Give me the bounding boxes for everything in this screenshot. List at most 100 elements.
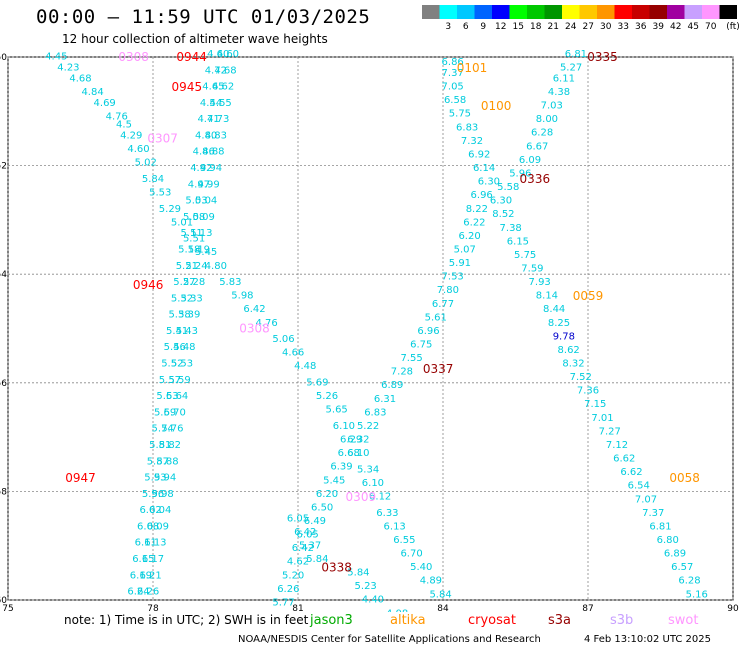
swh-value: 7.93 xyxy=(529,277,551,288)
swh-value: 4.68 xyxy=(214,65,236,76)
swh-value: 5.57 xyxy=(159,375,181,386)
footer-note: note: 1) Time is in UTC; 2) SWH is in fe… xyxy=(64,613,309,627)
swh-value: 6.42 xyxy=(292,543,314,554)
swh-value: 6.12 xyxy=(369,492,391,503)
swh-value: 4.62 xyxy=(287,557,309,568)
swh-value: 4.40 xyxy=(362,595,384,606)
swh-value: 6.67 xyxy=(526,141,548,152)
swh-value: 6.11 xyxy=(135,538,157,549)
x-tick-label: 90 xyxy=(727,604,739,612)
swh-value: 7.05 xyxy=(442,82,464,93)
swh-value: 6.09 xyxy=(519,155,541,166)
swh-value: 7.37 xyxy=(642,508,664,519)
pass-time-label: 0058 xyxy=(669,471,700,485)
swh-value: 7.36 xyxy=(577,386,599,397)
swh-value: 5.45 xyxy=(323,475,345,486)
swh-value: 6.05 xyxy=(287,513,309,524)
swh-value: 5.24 xyxy=(185,261,207,272)
generated-timestamp: 4 Feb 13:10:02 UTC 2025 xyxy=(584,634,711,645)
swh-value: 6.14 xyxy=(473,163,495,174)
legend-swatch xyxy=(702,5,720,19)
swh-value: 4.80 xyxy=(195,130,217,141)
swh-value: 7.53 xyxy=(442,272,464,283)
swh-value: 6.62 xyxy=(620,467,642,478)
swh-value: 5.82 xyxy=(159,440,181,451)
swh-value: 6.49 xyxy=(304,516,326,527)
swh-value: 7.03 xyxy=(541,101,563,112)
swh-value: 4.72 xyxy=(205,65,227,76)
legend-swatch xyxy=(632,5,650,19)
swh-value: 5.84 xyxy=(142,174,164,185)
y-tick-label: -60 xyxy=(0,596,7,606)
swh-value: 6.31 xyxy=(374,394,396,405)
swh-value: 6.96 xyxy=(417,326,439,337)
swh-value: 6.10 xyxy=(347,448,369,459)
swh-value: 5.61 xyxy=(425,312,447,323)
mission-label: swot xyxy=(668,613,699,628)
pass-time-label: 0338 xyxy=(321,560,352,574)
swh-value: 7.01 xyxy=(591,413,613,424)
swh-value: 4.60 xyxy=(207,49,229,60)
swh-value: 4.69 xyxy=(94,98,116,109)
page-subtitle: 12 hour collection of altimeter wave hei… xyxy=(62,32,328,46)
altimeter-track: 6.867.37 7.05 6.58 5.75 6.83 7.32 6.92 6.14 6.30… xyxy=(268,57,501,612)
swh-value: 6.39 xyxy=(330,462,352,473)
swh-value: 4.92 xyxy=(190,163,212,174)
swh-value: 5.21 xyxy=(176,261,198,272)
swh-value: 7.12 xyxy=(606,440,628,451)
swh-value: 5.65 xyxy=(326,405,348,416)
swh-value: 5.27 xyxy=(560,63,582,74)
legend-swatch xyxy=(439,5,457,19)
swh-value: 5.70 xyxy=(164,407,186,418)
swh-value: 4.60 xyxy=(127,144,149,155)
swh-value: 7.59 xyxy=(521,263,543,274)
swh-value: 5.94 xyxy=(154,473,176,484)
swh-value: 6.62 xyxy=(613,454,635,465)
legend-bin-label: 18 xyxy=(530,22,542,32)
legend-bin-label: 6 xyxy=(463,22,469,32)
swh-value: 6.54 xyxy=(628,481,650,492)
swh-value: 5.16 xyxy=(686,589,708,600)
legend-bin-label: 42 xyxy=(670,22,681,32)
legend-swatch xyxy=(579,5,597,19)
legend-swatch xyxy=(422,5,440,19)
swh-value: 6.30 xyxy=(490,196,512,207)
swh-value: 5.83 xyxy=(219,277,241,288)
swh-value: 6.19 xyxy=(130,570,152,581)
swh-value: 7.55 xyxy=(400,353,422,364)
swh-value: 5.76 xyxy=(161,424,183,435)
swh-value: 6.57 xyxy=(671,562,693,573)
swh-value: 6.21 xyxy=(139,570,161,581)
legend-bin-label: 36 xyxy=(635,22,647,32)
swh-value: 6.96 xyxy=(471,190,493,201)
pass-time-label: 0059 xyxy=(573,289,604,303)
swh-value: 5.98 xyxy=(231,291,253,302)
legend-swatch xyxy=(719,5,737,19)
legend-swatch xyxy=(474,5,492,19)
altimeter-track: 6.81 5.276.11 4.38 7.03 8.00 6.28 6.67 6.09 5.96… xyxy=(490,49,708,600)
swh-value: 4.94 xyxy=(200,163,222,174)
pass-time-label: 0335 xyxy=(587,50,618,64)
swh-value: 6.89 xyxy=(664,549,686,560)
swh-value: 6.28 xyxy=(531,128,553,139)
swh-value: 4.76 xyxy=(106,111,128,122)
x-tick-label: 87 xyxy=(582,604,593,612)
swh-value: 5.34 xyxy=(357,464,379,475)
swh-value: 5.07 xyxy=(454,244,476,255)
swh-value: 6.10 xyxy=(333,421,355,432)
swh-value: 4.86 xyxy=(193,147,215,158)
swh-value: 5.63 xyxy=(156,391,178,402)
pass-time-label: 0100 xyxy=(481,99,512,113)
swh-value: 5.13 xyxy=(190,228,212,239)
swh-value: 5.03 xyxy=(185,196,207,207)
swh-value: 8.44 xyxy=(543,304,565,315)
pass-time-label: 0946 xyxy=(133,278,164,292)
pass-time-label: 0307 xyxy=(147,131,178,145)
pass-time-label: 0336 xyxy=(520,172,551,186)
swh-value: 8.62 xyxy=(558,345,580,356)
swh-value: 5.04 xyxy=(195,196,217,207)
legend-swatch xyxy=(527,5,545,19)
swh-value: 5.53 xyxy=(149,187,171,198)
swh-value: 9.78 xyxy=(553,331,575,342)
swh-value: 5.02 xyxy=(135,158,157,169)
